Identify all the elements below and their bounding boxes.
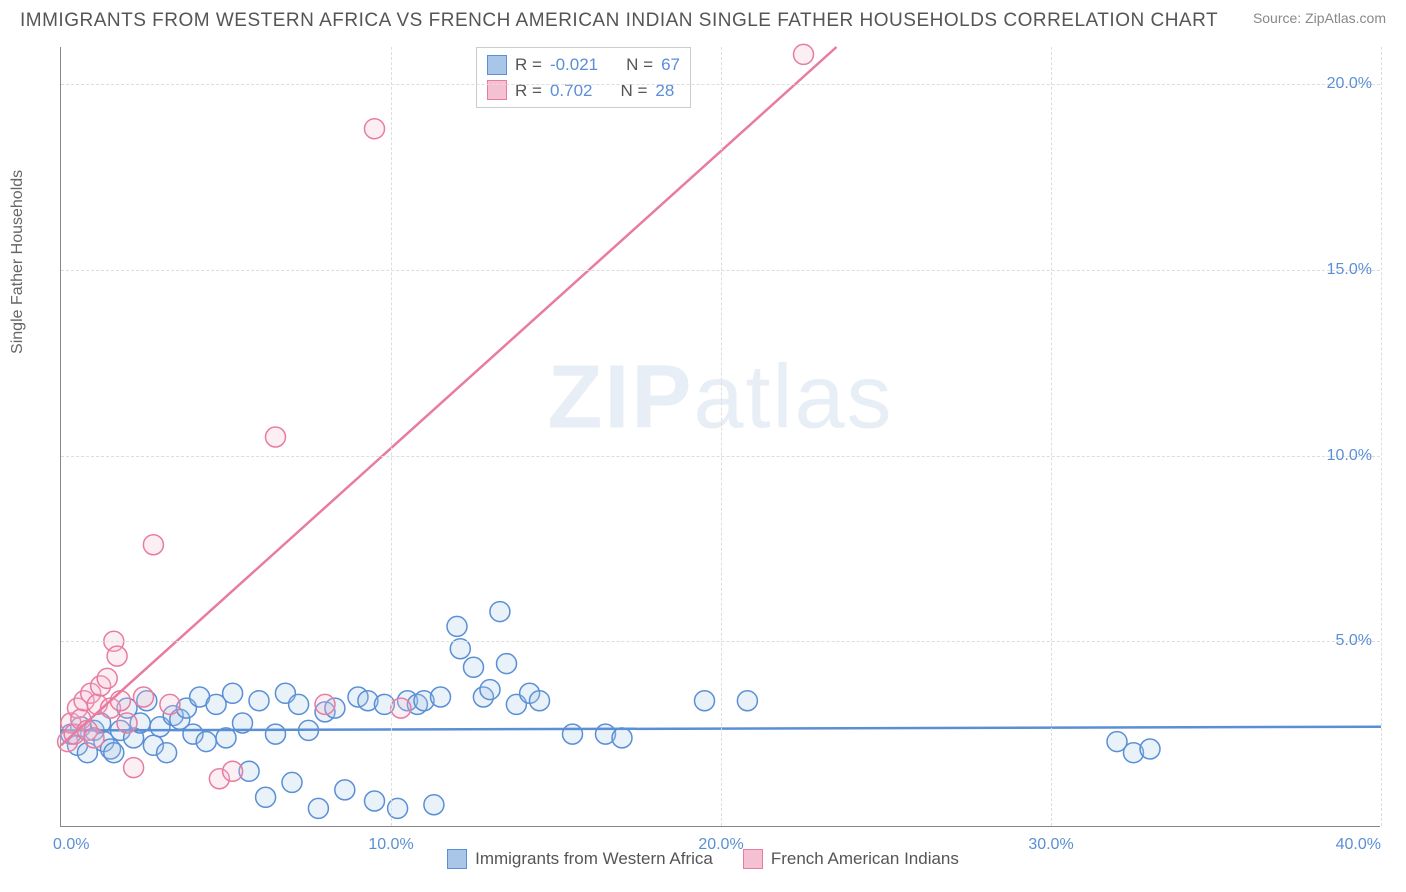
data-point (480, 680, 500, 700)
data-point (134, 687, 154, 707)
n-value: 28 (655, 78, 674, 104)
data-point (97, 668, 117, 688)
r-value: -0.021 (550, 52, 598, 78)
grid-line-v (391, 47, 392, 826)
data-point (117, 713, 137, 733)
data-point (308, 798, 328, 818)
data-point (110, 691, 130, 711)
data-point (84, 728, 104, 748)
grid-line-v (721, 47, 722, 826)
grid-line-v (1051, 47, 1052, 826)
data-point (563, 724, 583, 744)
data-point (431, 687, 451, 707)
header: IMMIGRANTS FROM WESTERN AFRICA VS FRENCH… (0, 0, 1406, 37)
r-label: R = (515, 78, 542, 104)
bottom-legend-item: Immigrants from Western Africa (447, 849, 713, 869)
data-point (157, 743, 177, 763)
grid-line-v (1381, 47, 1382, 826)
data-point (497, 654, 517, 674)
data-point (266, 427, 286, 447)
bottom-legend-item: French American Indians (743, 849, 959, 869)
chart-container: Single Father Households ZIPatlas R =-0.… (0, 37, 1406, 877)
data-point (365, 119, 385, 139)
data-point (196, 732, 216, 752)
data-point (124, 758, 144, 778)
data-point (143, 535, 163, 555)
data-point (289, 694, 309, 714)
data-point (266, 724, 286, 744)
data-point (424, 795, 444, 815)
legend-swatch (487, 55, 507, 75)
data-point (160, 694, 180, 714)
source-attribution: Source: ZipAtlas.com (1253, 10, 1386, 26)
legend-label: Immigrants from Western Africa (475, 849, 713, 869)
data-point (335, 780, 355, 800)
data-point (391, 698, 411, 718)
r-label: R = (515, 52, 542, 78)
data-point (612, 728, 632, 748)
y-tick-label: 5.0% (1336, 632, 1372, 650)
y-axis-label: Single Father Households (9, 170, 27, 354)
y-tick-label: 15.0% (1327, 261, 1372, 279)
data-point (104, 743, 124, 763)
data-point (223, 683, 243, 703)
chart-title: IMMIGRANTS FROM WESTERN AFRICA VS FRENCH… (20, 10, 1218, 32)
data-point (107, 646, 127, 666)
data-point (256, 787, 276, 807)
n-value: 67 (661, 52, 680, 78)
n-label: N = (626, 52, 653, 78)
data-point (447, 616, 467, 636)
legend-stats-row: R = -0.021 N = 67 (487, 52, 680, 78)
data-point (490, 602, 510, 622)
y-tick-label: 20.0% (1327, 75, 1372, 93)
data-point (464, 657, 484, 677)
plot-area: ZIPatlas R =-0.021N =67R = 0.702N =28 5.… (60, 47, 1380, 827)
data-point (737, 691, 757, 711)
data-point (530, 691, 550, 711)
y-tick-label: 10.0% (1327, 447, 1372, 465)
data-point (315, 694, 335, 714)
n-label: N = (620, 78, 647, 104)
data-point (1140, 739, 1160, 759)
r-value: 0.702 (550, 78, 593, 104)
data-point (794, 44, 814, 64)
data-point (282, 772, 302, 792)
bottom-legend: Immigrants from Western Africa French Ame… (0, 849, 1406, 869)
legend-label: French American Indians (771, 849, 959, 869)
legend-stats-box: R =-0.021N =67R = 0.702N =28 (476, 47, 691, 108)
data-point (249, 691, 269, 711)
legend-stats-row: R = 0.702 N = 28 (487, 78, 680, 104)
legend-swatch (447, 849, 467, 869)
data-point (223, 761, 243, 781)
data-point (365, 791, 385, 811)
legend-swatch (743, 849, 763, 869)
data-point (695, 691, 715, 711)
